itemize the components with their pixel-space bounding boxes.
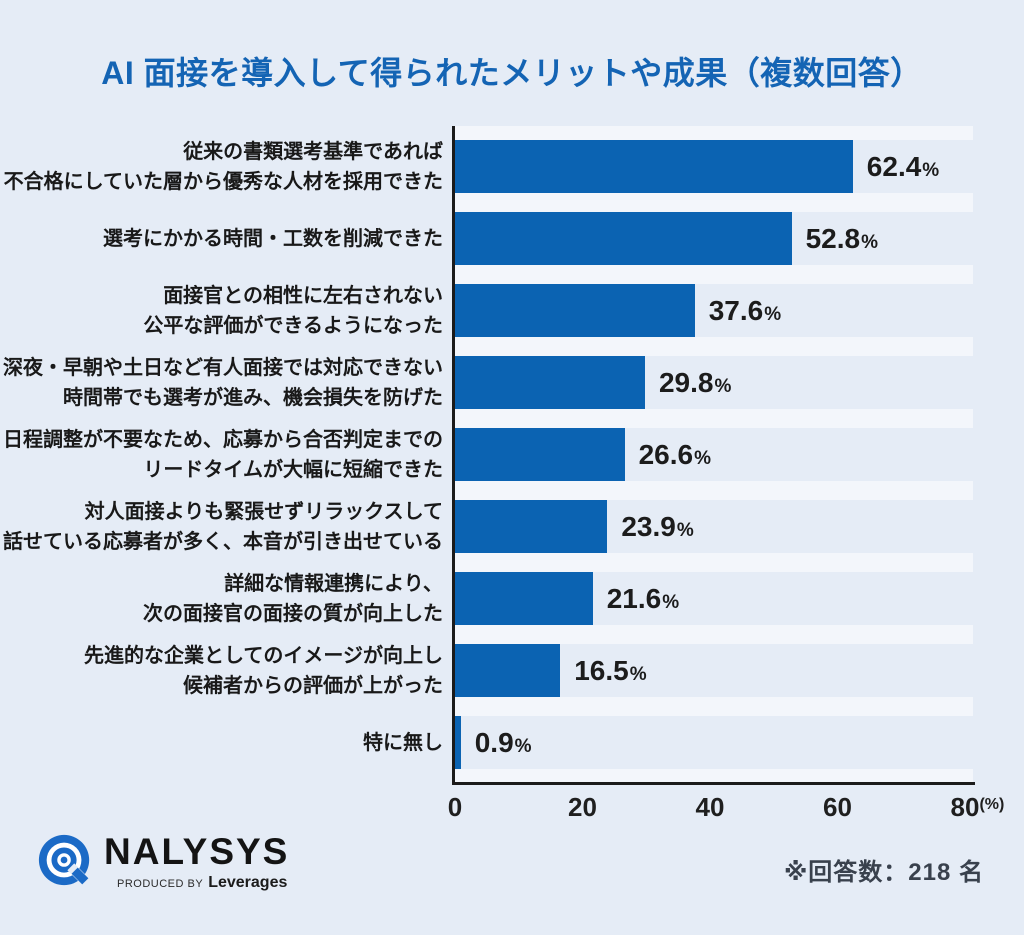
x-axis-tick: 80 (%) xyxy=(950,792,1005,822)
value-label: 16.5% xyxy=(574,644,646,697)
x-axis-tick: 40 xyxy=(696,792,725,822)
value-number: 16.5 xyxy=(574,655,629,686)
category-label-text: 対人面接よりも緊張せずリラックスして 話せている応募者が多く、本音が引き出せてい… xyxy=(3,500,443,553)
bar xyxy=(455,500,608,553)
row-gap-band xyxy=(455,769,973,782)
value-number: 62.4 xyxy=(866,151,922,182)
value-unit: % xyxy=(676,520,694,541)
bar xyxy=(455,644,561,697)
row-gap-band xyxy=(455,409,973,428)
category-label: 特に無し xyxy=(0,716,443,769)
x-axis-tick-number: 20 xyxy=(568,792,597,822)
value-label: 29.8% xyxy=(659,356,731,409)
brand-name: NALYSYS xyxy=(104,831,290,872)
row-gap-band xyxy=(455,337,973,356)
value-unit: % xyxy=(514,736,532,757)
value-number: 21.6 xyxy=(606,583,662,614)
category-label-text: 詳細な情報連携により、 次の面接官の面接の質が向上した xyxy=(143,572,443,625)
x-axis-tick: 0 xyxy=(448,792,462,822)
nalysys-logo-icon xyxy=(38,834,90,886)
x-axis-tick-number: 0 xyxy=(447,792,463,822)
category-label: 面接官との相性に左右されない 公平な評価ができるようになった xyxy=(0,284,443,337)
value-number: 29.8 xyxy=(658,367,714,398)
producer-line: PRODUCED BY Leverages xyxy=(117,874,287,892)
category-label-text: 従来の書類選考基準であれば 不合格にしていた層から優秀な人材を採用できた xyxy=(3,140,443,193)
x-axis-tick-number: 80 xyxy=(950,792,980,822)
bar xyxy=(455,212,792,265)
value-unit: % xyxy=(662,592,680,613)
produced-by-label: PRODUCED BY xyxy=(117,877,204,890)
value-number: 26.6 xyxy=(638,439,694,470)
value-number: 0.9 xyxy=(474,727,514,758)
value-number: 23.9 xyxy=(621,511,676,542)
value-number: 37.6 xyxy=(708,295,764,326)
row-gap-band xyxy=(455,697,973,716)
value-unit: % xyxy=(694,448,711,469)
bar xyxy=(455,356,645,409)
value-unit: % xyxy=(714,376,732,397)
value-unit: % xyxy=(922,160,940,181)
row-gap-band xyxy=(455,481,973,500)
bar xyxy=(455,284,695,337)
x-axis-tick-number: 40 xyxy=(695,792,725,822)
category-labels-column: 従来の書類選考基準であれば 不合格にしていた層から優秀な人材を採用できた 選考に… xyxy=(0,126,443,782)
category-label-text: 先進的な企業としてのイメージが向上し 候補者からの評価が上がった xyxy=(84,644,443,697)
row-gap-band xyxy=(455,126,973,140)
category-label: 従来の書類選考基準であれば 不合格にしていた層から優秀な人材を採用できた xyxy=(0,140,443,193)
nalysys-logo: NALYSYS PRODUCED BY Leverages xyxy=(36,831,290,892)
x-axis-tick: 20 xyxy=(568,792,597,822)
bar xyxy=(455,140,853,193)
row-gap-band xyxy=(455,625,973,644)
category-label: 対人面接よりも緊張せずリラックスして 話せている応募者が多く、本音が引き出せてい… xyxy=(0,500,443,553)
x-axis-tick: 60 xyxy=(823,792,852,822)
category-label-text: 面接官との相性に左右されない 公平な評価ができるようになった xyxy=(143,284,443,337)
value-number: 52.8 xyxy=(805,223,861,254)
value-label: 37.6% xyxy=(709,284,781,337)
bar-chart-plot: 0 20 40 60 80 (%) 62.4% 52.8% 37.6% 29.8… xyxy=(448,126,1004,822)
respondents-note: ※回答数：218 名 xyxy=(783,859,984,886)
value-label: 23.9% xyxy=(621,500,693,553)
x-axis-ticks: 0 20 40 60 80 (%) xyxy=(448,792,1005,832)
category-label: 選考にかかる時間・工数を削減できた xyxy=(0,212,443,265)
x-axis-unit: (%) xyxy=(979,796,1005,813)
value-label: 26.6% xyxy=(639,428,711,481)
x-axis-tick-number: 60 xyxy=(823,792,852,822)
category-label: 先進的な企業としてのイメージが向上し 候補者からの評価が上がった xyxy=(0,644,443,697)
value-label: 0.9% xyxy=(475,716,532,769)
value-unit: % xyxy=(629,664,647,685)
row-gap-band xyxy=(455,193,973,212)
bar xyxy=(455,716,461,769)
row-gap-band xyxy=(455,265,973,284)
category-label: 深夜・早朝や土日など有人面接では対応できない 時間帯でも選考が進み、機会損失を防… xyxy=(0,356,443,409)
value-label: 62.4% xyxy=(867,140,939,193)
chart-title: AI 面接を導入して得られたメリットや成果（複数回答） xyxy=(101,55,923,91)
value-label: 52.8% xyxy=(806,212,878,265)
category-label: 日程調整が不要なため、応募から合否判定までの リードタイムが大幅に短縮できた xyxy=(0,428,443,481)
row-gap-band xyxy=(455,553,973,572)
bar xyxy=(455,428,625,481)
bar xyxy=(455,572,593,625)
category-label-text: 特に無し xyxy=(363,731,443,754)
category-label-text: 深夜・早朝や土日など有人面接では対応できない 時間帯でも選考が進み、機会損失を防… xyxy=(3,356,443,409)
value-unit: % xyxy=(764,304,782,325)
x-axis-line xyxy=(452,782,975,785)
y-axis-line xyxy=(452,126,455,785)
value-unit: % xyxy=(861,232,878,253)
logo-text: NALYSYS PRODUCED BY Leverages xyxy=(104,831,290,892)
category-label-text: 日程調整が不要なため、応募から合否判定までの リードタイムが大幅に短縮できた xyxy=(3,428,443,481)
category-label: 詳細な情報連携により、 次の面接官の面接の質が向上した xyxy=(0,572,443,625)
category-label-text: 選考にかかる時間・工数を削減できた xyxy=(103,227,443,250)
producer-name: Leverages xyxy=(208,873,288,891)
value-label: 21.6% xyxy=(607,572,679,625)
